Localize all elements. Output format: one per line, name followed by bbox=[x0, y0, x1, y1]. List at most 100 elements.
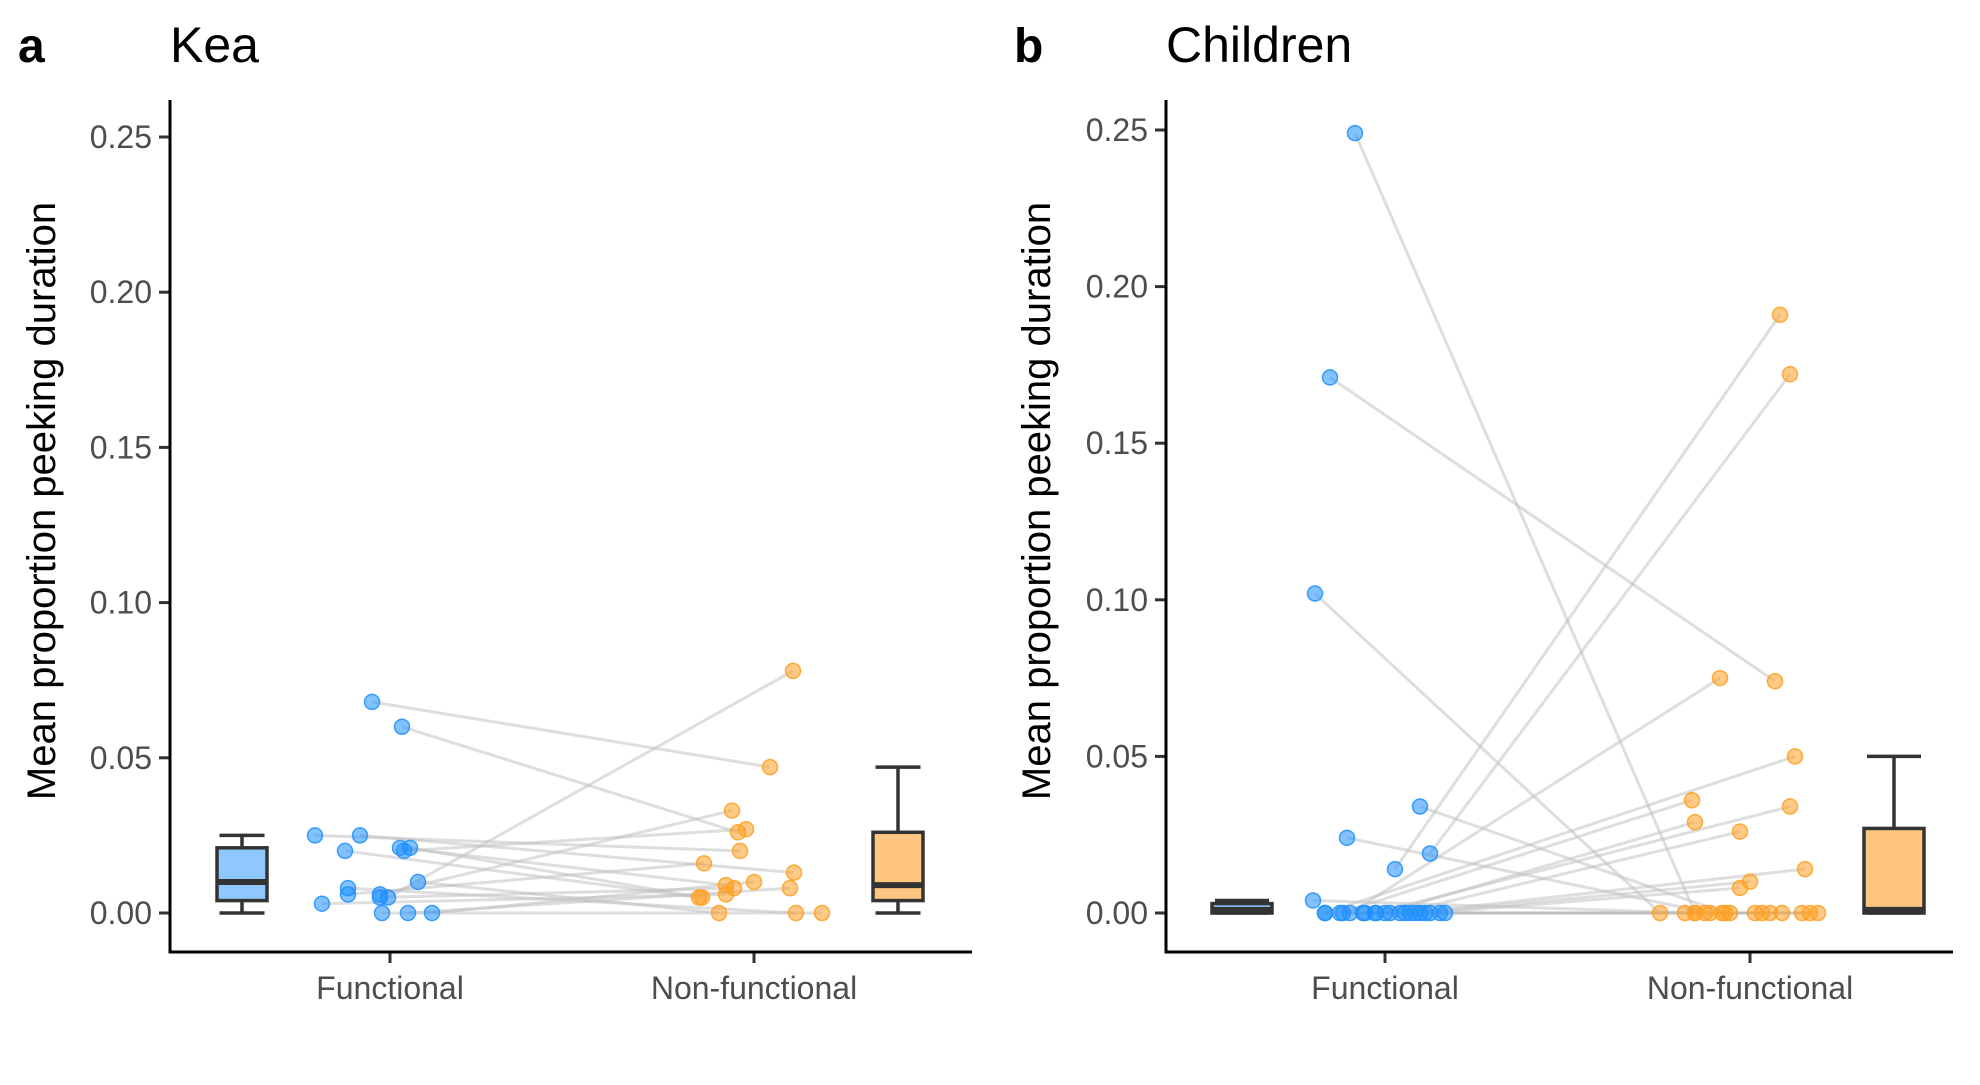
functional-point bbox=[1316, 904, 1334, 922]
pair-line bbox=[1419, 805, 1726, 915]
pair-line bbox=[1324, 754, 1796, 915]
non-functional-point bbox=[1766, 672, 1784, 690]
functional-point bbox=[351, 827, 369, 844]
non-functional-point bbox=[787, 904, 805, 922]
y-tick-label: 0.15 bbox=[90, 429, 152, 465]
y-tick-label: 0.00 bbox=[90, 895, 152, 931]
boxplot-box bbox=[871, 830, 925, 903]
functional-point bbox=[1304, 892, 1322, 909]
pair-line bbox=[1409, 867, 1806, 915]
non-functional-point bbox=[745, 873, 763, 891]
pair-line bbox=[403, 827, 747, 853]
x-tick-label: Functional bbox=[1311, 970, 1459, 1006]
y-axis-title: Mean proportion peeking duration bbox=[20, 202, 64, 800]
boxplot-box bbox=[1862, 826, 1926, 915]
y-tick-label: 0.25 bbox=[1086, 112, 1148, 148]
non-functional-point bbox=[761, 758, 779, 776]
functional-point bbox=[1421, 845, 1439, 862]
y-tick-label: 0.05 bbox=[1086, 738, 1148, 774]
y-tick-label: 0.25 bbox=[90, 119, 152, 155]
non-functional-point bbox=[1721, 904, 1739, 922]
boxplot-box bbox=[215, 846, 269, 903]
y-tick-label: 0.00 bbox=[1086, 895, 1148, 931]
functional-point bbox=[1306, 585, 1324, 602]
non-functional-point bbox=[717, 886, 735, 903]
functional-point bbox=[1411, 798, 1429, 815]
y-tick-label: 0.10 bbox=[90, 585, 152, 621]
y-axis-title: Mean proportion peeking duration bbox=[1015, 202, 1059, 800]
y-tick-label: 0.05 bbox=[90, 740, 152, 776]
x-tick-label: Non-functional bbox=[1647, 970, 1853, 1006]
non-functional-point bbox=[1731, 879, 1749, 897]
non-functional-point bbox=[1686, 813, 1704, 831]
pair-line bbox=[371, 700, 771, 769]
functional-point bbox=[1346, 124, 1364, 142]
pair-line bbox=[379, 809, 733, 896]
functional-point bbox=[339, 886, 357, 903]
functional-point bbox=[1334, 904, 1352, 922]
pair-line bbox=[1349, 676, 1721, 915]
functional-point bbox=[336, 842, 354, 860]
functional-point bbox=[409, 873, 427, 891]
pair-line bbox=[1339, 798, 1693, 915]
pair-line bbox=[1329, 376, 1776, 683]
pair-line bbox=[347, 861, 705, 896]
non-functional-point bbox=[1651, 904, 1669, 922]
non-functional-point bbox=[695, 855, 713, 872]
functional-point bbox=[379, 889, 397, 906]
non-functional-point bbox=[1731, 823, 1749, 840]
functional-point bbox=[363, 693, 381, 711]
pair-line bbox=[1353, 132, 1697, 914]
non-functional-point bbox=[1781, 366, 1799, 383]
non-functional-point bbox=[1796, 860, 1814, 878]
pair-line bbox=[1399, 830, 1741, 915]
non-functional-point bbox=[737, 820, 755, 838]
functional-point bbox=[423, 904, 441, 922]
pair-line bbox=[387, 669, 794, 899]
non-functional-point bbox=[1711, 669, 1729, 687]
panel-title: Children bbox=[1166, 17, 1352, 73]
pair-line bbox=[1428, 373, 1792, 855]
functional-point bbox=[1321, 369, 1339, 386]
pair-line bbox=[359, 833, 795, 875]
pair-line bbox=[1384, 820, 1696, 915]
pair-line bbox=[1429, 886, 1741, 915]
functional-point bbox=[1406, 904, 1424, 922]
non-functional-point bbox=[1696, 904, 1714, 922]
non-functional-point bbox=[1781, 798, 1799, 815]
y-tick-label: 0.20 bbox=[90, 274, 152, 310]
non-functional-point bbox=[785, 864, 803, 881]
pair-line bbox=[1419, 880, 1751, 915]
functional-point bbox=[1356, 904, 1374, 922]
pair-line bbox=[1393, 313, 1782, 871]
y-tick-label: 0.10 bbox=[1086, 582, 1148, 618]
non-functional-point bbox=[1683, 791, 1701, 809]
functional-point bbox=[1436, 904, 1454, 922]
non-functional-point bbox=[690, 889, 708, 906]
non-functional-point bbox=[1771, 306, 1789, 324]
functional-point bbox=[399, 904, 417, 922]
panel-letter: a bbox=[18, 20, 45, 73]
functional-point bbox=[1338, 829, 1356, 847]
y-tick-label: 0.20 bbox=[1086, 269, 1148, 305]
pair-line bbox=[401, 725, 739, 834]
functional-point bbox=[373, 904, 391, 922]
non-functional-point bbox=[1809, 904, 1827, 922]
functional-point bbox=[306, 827, 324, 844]
non-functional-point bbox=[1786, 748, 1804, 765]
panel-title: Kea bbox=[170, 17, 259, 73]
pair-line bbox=[1313, 592, 1662, 915]
non-functional-point bbox=[1676, 904, 1694, 922]
functional-point bbox=[1381, 904, 1399, 922]
functional-point bbox=[313, 895, 331, 912]
non-functional-point bbox=[710, 904, 728, 922]
x-tick-label: Non-functional bbox=[651, 970, 857, 1006]
non-functional-point bbox=[1773, 904, 1791, 922]
y-tick-label: 0.15 bbox=[1086, 425, 1148, 461]
non-functional-point bbox=[781, 879, 799, 897]
non-functional-point bbox=[784, 662, 802, 680]
non-functional-point bbox=[731, 842, 749, 860]
x-tick-label: Functional bbox=[316, 970, 464, 1006]
